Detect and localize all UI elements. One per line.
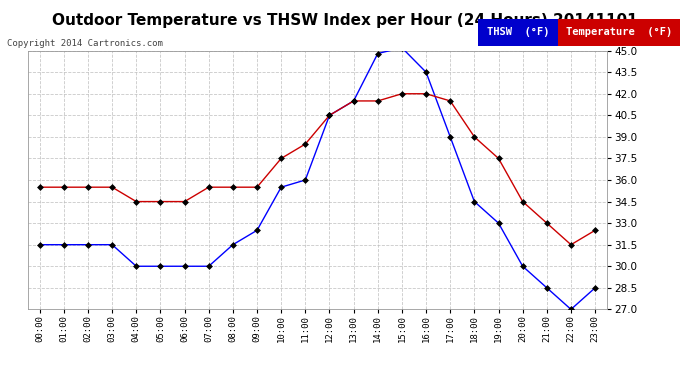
Text: Outdoor Temperature vs THSW Index per Hour (24 Hours) 20141101: Outdoor Temperature vs THSW Index per Ho… [52, 13, 638, 28]
Text: Copyright 2014 Cartronics.com: Copyright 2014 Cartronics.com [7, 39, 163, 48]
Text: THSW  (°F): THSW (°F) [486, 27, 549, 37]
Text: Temperature  (°F): Temperature (°F) [566, 27, 672, 37]
